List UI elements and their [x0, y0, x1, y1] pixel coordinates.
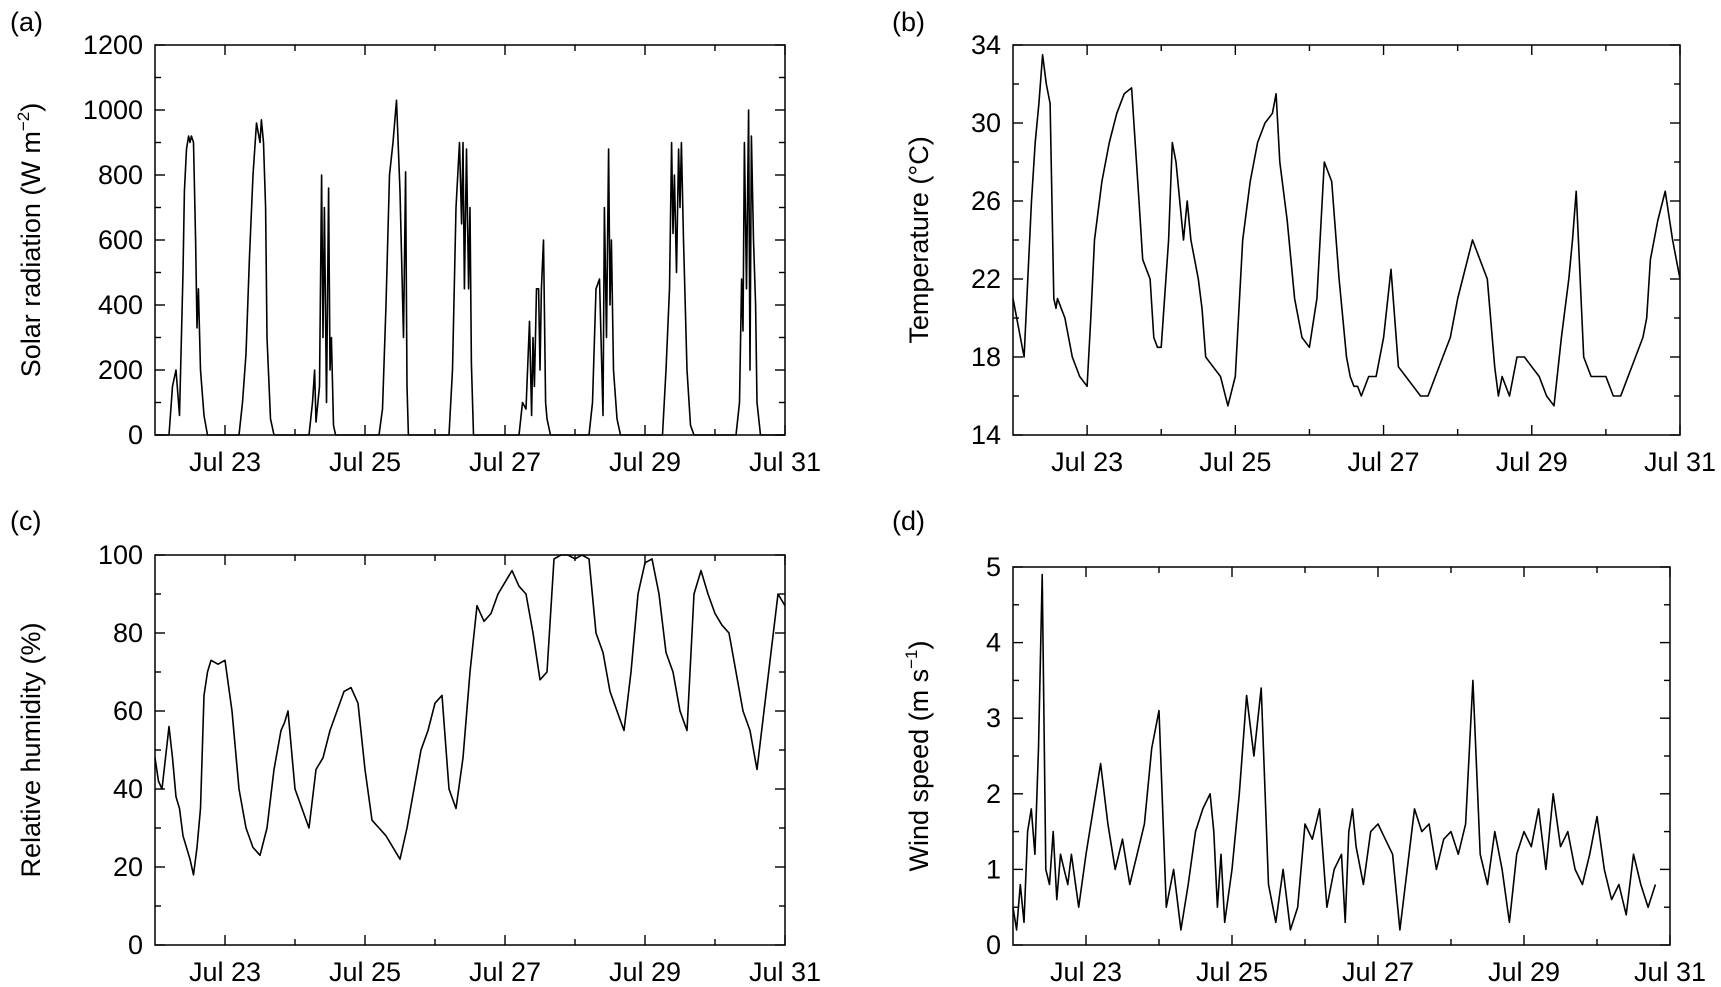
panel-letter: (d)	[892, 506, 925, 536]
y-tick-label: 1000	[83, 95, 143, 125]
panel-a: (a) 0 200 400 600 800 1000 1200 Jul 23 Jul 25 Jul …	[10, 7, 821, 477]
y-tick-label: 1200	[83, 30, 143, 60]
x-tick-label: Jul 25	[1196, 957, 1268, 987]
x-tick-label: Jul 27	[469, 447, 541, 477]
x-tick-label: Jul 29	[1488, 957, 1560, 987]
y-tick-label: 34	[971, 30, 1001, 60]
y-tick-label: 30	[971, 108, 1001, 138]
x-tick-label: Jul 31	[749, 447, 821, 477]
plot-frame	[1012, 44, 1681, 436]
y-tick-label: 1	[986, 854, 1001, 884]
y-tick-label: 80	[113, 618, 143, 648]
y-tick-label: 0	[986, 930, 1001, 960]
x-tick-label: Jul 29	[1496, 447, 1568, 477]
x-tick-label: Jul 23	[189, 957, 261, 987]
y-tick-label: 5	[986, 552, 1001, 582]
y-tick-label: 22	[971, 264, 1001, 294]
panel-letter: (c)	[10, 506, 41, 536]
y-tick-label: 14	[971, 420, 1001, 450]
y-tick-label: 400	[98, 290, 143, 320]
y-tick-label: 20	[113, 852, 143, 882]
y-tick-label: 0	[128, 420, 143, 450]
x-tick-label: Jul 31	[1644, 447, 1716, 477]
y-tick-label: 0	[128, 930, 143, 960]
series-line	[1012, 573, 1657, 931]
x-tick-label: Jul 29	[609, 957, 681, 987]
y-tick-label: 4	[986, 628, 1001, 658]
series-line	[1012, 54, 1681, 407]
x-tick-label: Jul 25	[329, 447, 401, 477]
panel-letter: (a)	[10, 7, 43, 37]
panel-d: (d) 0 1 2 3 4 5 Jul 23 Jul 25 Jul 27 Jul 29 Jul 31 W…	[892, 506, 1706, 987]
x-tick-label: Jul 29	[609, 447, 681, 477]
y-axis-label: Relative humidity (%)	[16, 622, 46, 877]
panel-b: (b) 14 18 22 26 30 34 Jul 23 Jul 25 Jul 27 Jul 29 J…	[892, 7, 1716, 477]
y-tick-label: 2	[986, 779, 1001, 809]
y-tick-label: 100	[98, 540, 143, 570]
y-tick-label: 26	[971, 186, 1001, 216]
y-tick-label: 40	[113, 774, 143, 804]
panel-c: (c) 0 20 40 60 80 100 Jul 23 Jul 25 Jul 27 Jul 29 J…	[10, 506, 821, 987]
plot-frame	[1012, 566, 1671, 946]
x-tick-label: Jul 23	[1051, 447, 1123, 477]
series-line	[155, 99, 785, 436]
x-tick-label: Jul 27	[469, 957, 541, 987]
y-axis-label: Temperature (°C)	[904, 136, 934, 343]
y-tick-label: 3	[986, 703, 1001, 733]
x-tick-label: Jul 27	[1342, 957, 1414, 987]
plot-frame	[154, 554, 786, 946]
x-tick-label: Jul 25	[1199, 447, 1271, 477]
series-line	[154, 554, 786, 876]
y-tick-label: 60	[113, 696, 143, 726]
y-tick-label: 800	[98, 160, 143, 190]
x-tick-label: Jul 31	[749, 957, 821, 987]
y-tick-label: 600	[98, 225, 143, 255]
x-tick-label: Jul 31	[1634, 957, 1706, 987]
x-tick-label: Jul 27	[1348, 447, 1420, 477]
y-tick-label: 200	[98, 355, 143, 385]
y-axis-label: Wind speed (m s−1)	[902, 641, 934, 872]
x-tick-label: Jul 23	[1050, 957, 1122, 987]
y-tick-label: 18	[971, 342, 1001, 372]
panel-letter: (b)	[892, 7, 925, 37]
x-tick-label: Jul 25	[329, 957, 401, 987]
y-axis-label: Solar radiation (W m−2)	[14, 103, 46, 377]
x-tick-label: Jul 23	[189, 447, 261, 477]
